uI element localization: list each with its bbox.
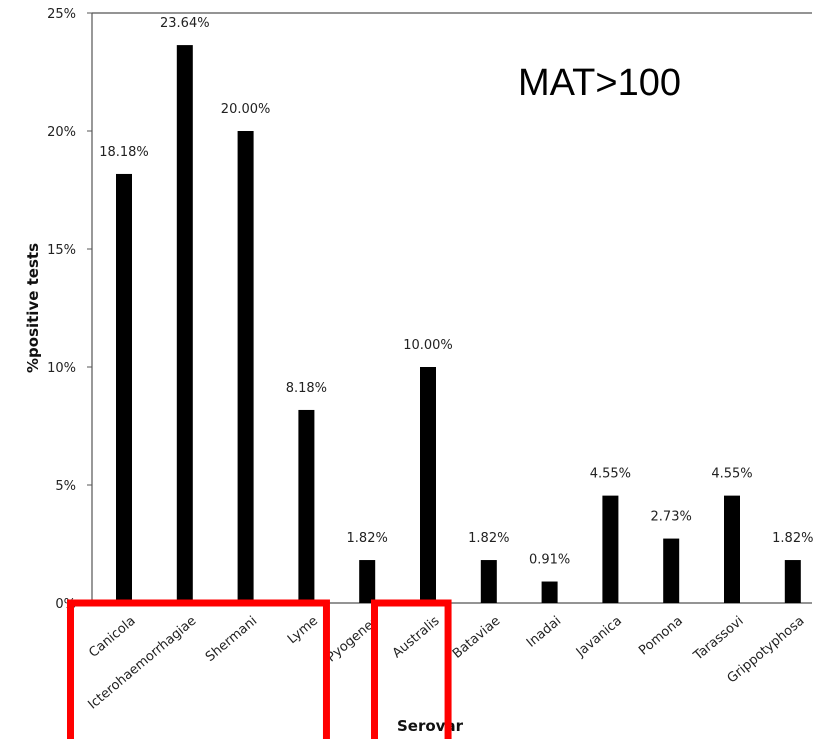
x-tick-label: Inadai bbox=[524, 614, 564, 651]
highlight-box bbox=[66, 599, 330, 739]
y-tick-label: 10% bbox=[47, 361, 76, 376]
y-tick-label: 15% bbox=[47, 243, 76, 258]
data-label: 1.82% bbox=[772, 531, 813, 546]
bar bbox=[724, 495, 740, 603]
bar bbox=[420, 367, 436, 603]
bar bbox=[663, 538, 680, 603]
data-label: 23.64% bbox=[160, 16, 210, 31]
x-tick-label: Shermani bbox=[203, 614, 260, 665]
bars bbox=[116, 45, 801, 603]
y-tick-label: 20% bbox=[47, 125, 76, 140]
x-tick-label: Australis bbox=[390, 613, 443, 661]
axes bbox=[87, 12, 812, 604]
x-axis-title: Serovar bbox=[397, 717, 464, 735]
bar bbox=[116, 173, 132, 603]
data-label: 1.82% bbox=[468, 531, 509, 546]
chart-annotation: MAT>100 bbox=[518, 62, 681, 104]
x-tick-label: Icterohaemorrhagiae bbox=[85, 614, 199, 713]
data-label: 4.55% bbox=[590, 467, 631, 482]
bar bbox=[176, 45, 193, 603]
y-axis-title: %positive tests bbox=[24, 243, 42, 373]
bar bbox=[602, 495, 619, 603]
data-label: 8.18% bbox=[286, 381, 327, 396]
highlight-boxes bbox=[66, 599, 452, 739]
data-label: 1.82% bbox=[347, 531, 388, 546]
x-tick-label: Canicola bbox=[86, 614, 138, 661]
x-tick-label: Pomona bbox=[636, 614, 686, 659]
bar bbox=[359, 560, 376, 603]
bar bbox=[541, 581, 558, 603]
x-tick-label: Lyme bbox=[285, 614, 321, 648]
data-label: 0.91% bbox=[529, 553, 570, 568]
bar bbox=[298, 409, 315, 603]
highlight-box bbox=[370, 599, 452, 739]
data-label: 10.00% bbox=[403, 338, 453, 353]
x-tick-label: Bataviae bbox=[450, 614, 503, 662]
x-tick-label: Javanica bbox=[573, 614, 625, 661]
bar bbox=[237, 131, 254, 603]
data-label: 20.00% bbox=[221, 102, 271, 117]
y-tick-label: 5% bbox=[55, 479, 76, 494]
data-labels: 18.18% 23.64% 20.00% 8.18% 1.82% 10.00% 1.82% 0… bbox=[99, 16, 813, 567]
y-tick-labels: 0%5%10%15%20%25% bbox=[47, 7, 76, 612]
bar bbox=[784, 560, 801, 603]
data-label: 18.18% bbox=[99, 145, 149, 160]
data-label: 2.73% bbox=[651, 510, 692, 525]
data-label: 4.55% bbox=[711, 467, 752, 482]
x-tick-label: Tarassovi bbox=[690, 614, 746, 665]
bar bbox=[480, 560, 497, 603]
y-tick-label: 25% bbox=[47, 7, 76, 22]
